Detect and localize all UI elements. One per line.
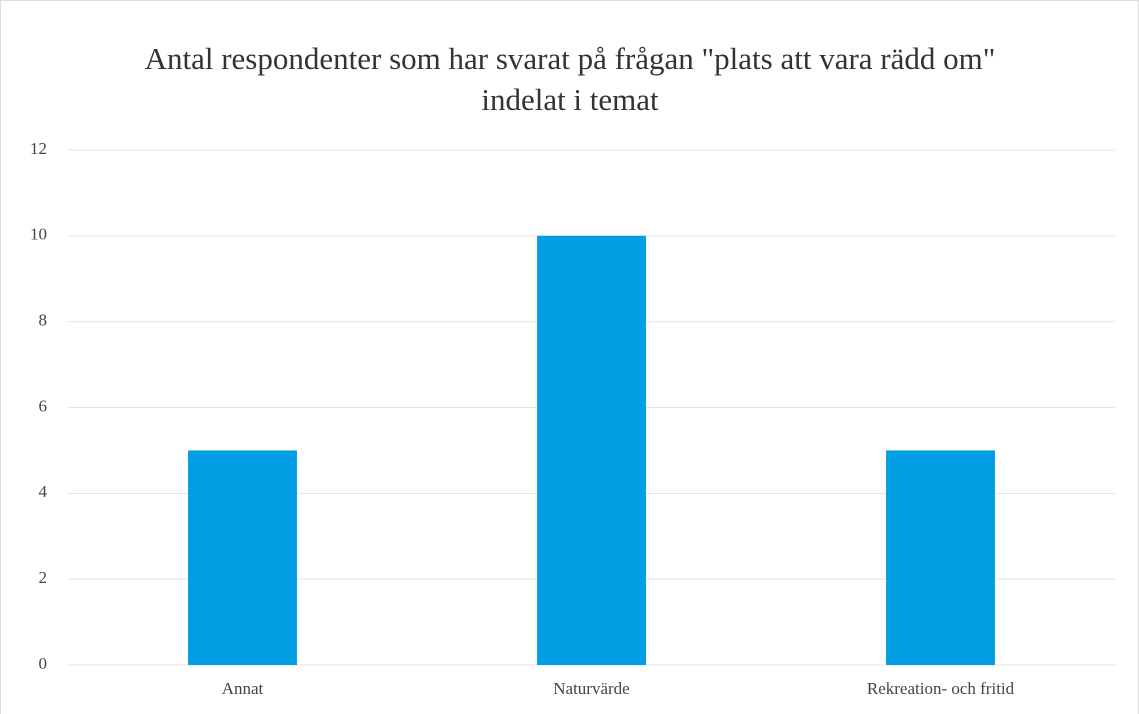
- y-tick-label: 6: [39, 396, 48, 415]
- y-tick-label: 8: [39, 311, 48, 330]
- x-tick-label: Naturvärde: [553, 679, 629, 698]
- y-tick-label: 10: [30, 225, 47, 244]
- y-tick-label: 0: [39, 654, 48, 673]
- y-tick-label: 4: [39, 482, 48, 501]
- bar: [537, 235, 646, 666]
- x-tick-label: Rekreation- och fritid: [867, 679, 1015, 698]
- y-tick-label: 12: [30, 139, 47, 158]
- bar: [188, 450, 297, 665]
- x-tick-label: Annat: [222, 679, 264, 698]
- chart-title: Antal respondenter som har svarat på frå…: [144, 41, 996, 117]
- bar: [886, 450, 995, 665]
- y-tick-label: 2: [39, 568, 48, 587]
